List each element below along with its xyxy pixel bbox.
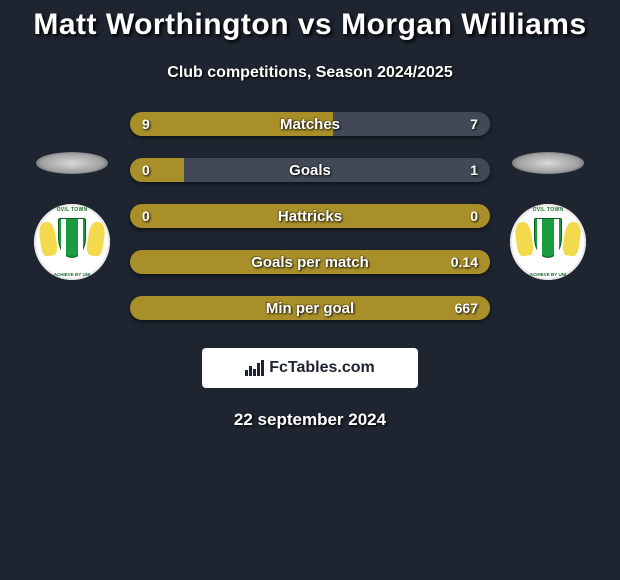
crest-top-text: OVIL TOWN <box>510 207 586 213</box>
stat-bar-right-segment <box>333 112 491 136</box>
crest-bottom-text: ACHIEVE BY UNI <box>510 272 586 277</box>
brand-name: FcTables.com <box>269 359 375 377</box>
stat-bar-left-segment <box>130 250 490 274</box>
left-club-crest: OVIL TOWN ACHIEVE BY UNI <box>34 204 110 280</box>
left-club-column: OVIL TOWN ACHIEVE BY UNI <box>32 152 112 280</box>
stat-row: Min per goal667 <box>130 296 490 320</box>
crest-top-text: OVIL TOWN <box>34 207 110 213</box>
stat-bars: Matches97 Goals01 Hattricks00 Goals per mat… <box>130 112 490 320</box>
subtitle: Club competitions, Season 2024/2025 <box>0 64 620 82</box>
stat-bar-left-segment <box>130 112 333 136</box>
player-shadow-right <box>512 152 584 174</box>
crest-bottom-text: ACHIEVE BY UNI <box>34 272 110 277</box>
fctables-logo-icon <box>245 360 263 376</box>
infographic-container: Matt Worthington vs Morgan Williams Club… <box>0 0 620 430</box>
stat-bar-left-segment <box>130 296 490 320</box>
stat-bar-left-segment <box>130 204 490 228</box>
date-text: 22 september 2024 <box>0 410 620 430</box>
page-title: Matt Worthington vs Morgan Williams <box>0 8 620 42</box>
crest-lion-left <box>38 221 59 257</box>
stat-row: Goals01 <box>130 158 490 182</box>
stat-row: Hattricks00 <box>130 204 490 228</box>
brand-box: FcTables.com <box>202 348 418 388</box>
player-shadow-left <box>36 152 108 174</box>
right-club-column: OVIL TOWN ACHIEVE BY UNI <box>508 152 588 280</box>
stats-area: OVIL TOWN ACHIEVE BY UNI Matches97 Goals0… <box>0 112 620 320</box>
crest-lion-right <box>86 221 107 257</box>
stat-row: Matches97 <box>130 112 490 136</box>
crest-lion-right <box>562 221 583 257</box>
crest-lion-left <box>514 221 535 257</box>
stat-bar-left-segment <box>130 158 184 182</box>
stat-bar-right-segment <box>184 158 490 182</box>
crest-shield <box>58 218 86 258</box>
right-club-crest: OVIL TOWN ACHIEVE BY UNI <box>510 204 586 280</box>
stat-row: Goals per match0.14 <box>130 250 490 274</box>
crest-shield <box>534 218 562 258</box>
